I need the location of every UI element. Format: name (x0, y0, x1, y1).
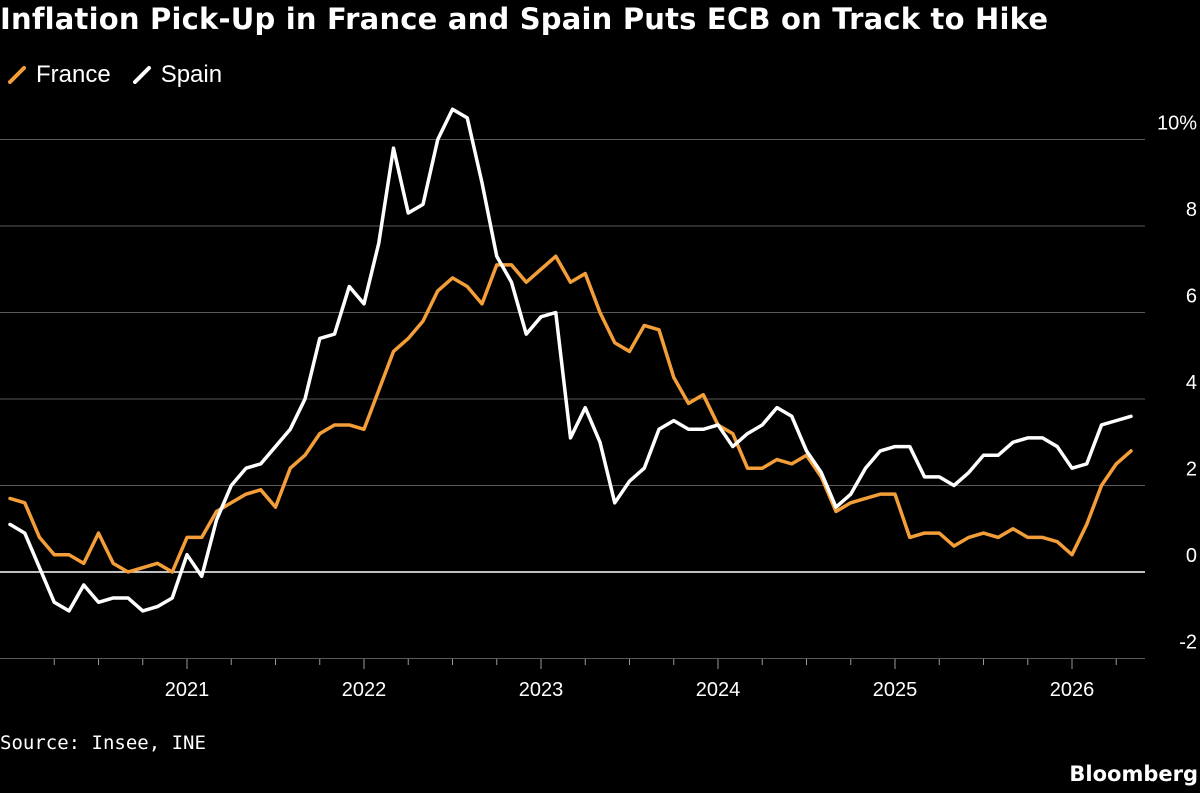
legend-swatch-spain-icon (132, 66, 151, 84)
x-tick-label: 2024 (696, 679, 741, 701)
x-tick-label: 2023 (519, 679, 564, 701)
x-tick-label: 2025 (873, 679, 918, 701)
bloomberg-logo: Bloomberg (1069, 762, 1198, 786)
chart-legend: France Spain (8, 60, 244, 90)
source-note: Source: Insee, INE (0, 732, 206, 754)
y-tick-label: 2 (1186, 459, 1197, 481)
series-line-spain (8, 107, 1133, 613)
y-tick-label: 0 (1186, 545, 1197, 567)
y-tick-label: -2 (1179, 632, 1197, 654)
x-tick-label: 2021 (165, 679, 210, 701)
chart-title: Inflation Pick-Up in France and Spain Pu… (0, 2, 1049, 36)
legend-label-spain: Spain (160, 61, 223, 88)
y-tick-label: 4 (1186, 372, 1197, 394)
series-line-france (8, 254, 1133, 574)
y-tick-label: 8 (1186, 199, 1197, 221)
series-layer (8, 107, 1133, 613)
grid-layer (0, 139, 1145, 659)
legend-swatch-france-icon (8, 66, 26, 84)
legend-item-spain: Spain (132, 61, 223, 89)
legend-item-france: France (8, 61, 111, 89)
x-tick-label: 2026 (1050, 679, 1095, 701)
legend-label-france: France (36, 61, 111, 88)
y-axis-labels: -2 0 2 4 6 8 10% (1157, 113, 1197, 654)
x-axis: 2021 2022 2023 2024 2025 2026 (53, 659, 1117, 701)
x-tick-label: 2022 (342, 679, 387, 701)
y-tick-label: 10% (1157, 113, 1197, 135)
y-tick-label: 6 (1186, 286, 1197, 308)
